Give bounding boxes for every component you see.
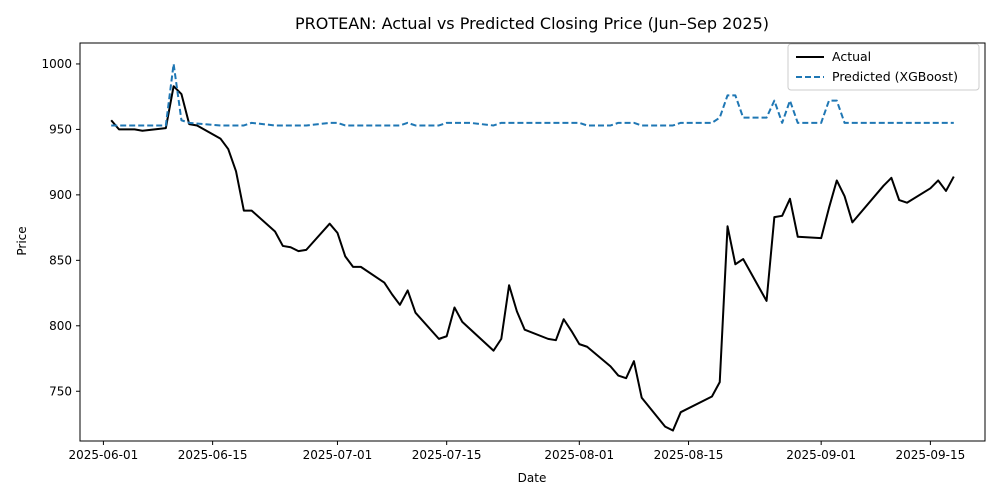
legend-label-predicted: Predicted (XGBoost) <box>832 69 958 84</box>
x-tick-label: 2025-06-01 <box>69 448 139 462</box>
series-line-predicted <box>111 62 954 127</box>
x-tick-label: 2025-08-15 <box>654 448 724 462</box>
chart-title: PROTEAN: Actual vs Predicted Closing Pri… <box>295 14 769 33</box>
y-tick-label: 800 <box>49 319 72 333</box>
legend-box <box>787 43 980 91</box>
x-tick-label: 2025-06-15 <box>178 448 248 462</box>
y-tick-label: 950 <box>49 122 72 136</box>
y-tick-label: 850 <box>49 253 72 267</box>
x-tick-label: 2025-09-01 <box>786 448 856 462</box>
plot-area <box>79 42 986 442</box>
x-tick-label: 2025-07-15 <box>412 448 482 462</box>
legend: Actual Predicted (XGBoost) <box>787 43 980 91</box>
y-tick-label: 900 <box>49 188 72 202</box>
x-tick-label: 2025-08-01 <box>544 448 614 462</box>
plot-frame <box>79 42 986 442</box>
series-layer <box>110 62 955 432</box>
y-axis: 750 800 850 900 950 1000 <box>41 57 80 398</box>
y-tick-label: 1000 <box>41 57 72 71</box>
x-tick-label: 2025-07-01 <box>303 448 373 462</box>
x-axis: 2025-06-01 2025-06-15 2025-07-01 2025-07-15… <box>69 441 966 462</box>
legend-label-actual: Actual <box>832 49 871 64</box>
series-line-actual <box>110 85 955 432</box>
x-axis-label: Date <box>518 471 547 485</box>
x-tick-label: 2025-09-15 <box>896 448 966 462</box>
y-tick-label: 750 <box>49 384 72 398</box>
y-axis-label: Price <box>15 226 29 255</box>
